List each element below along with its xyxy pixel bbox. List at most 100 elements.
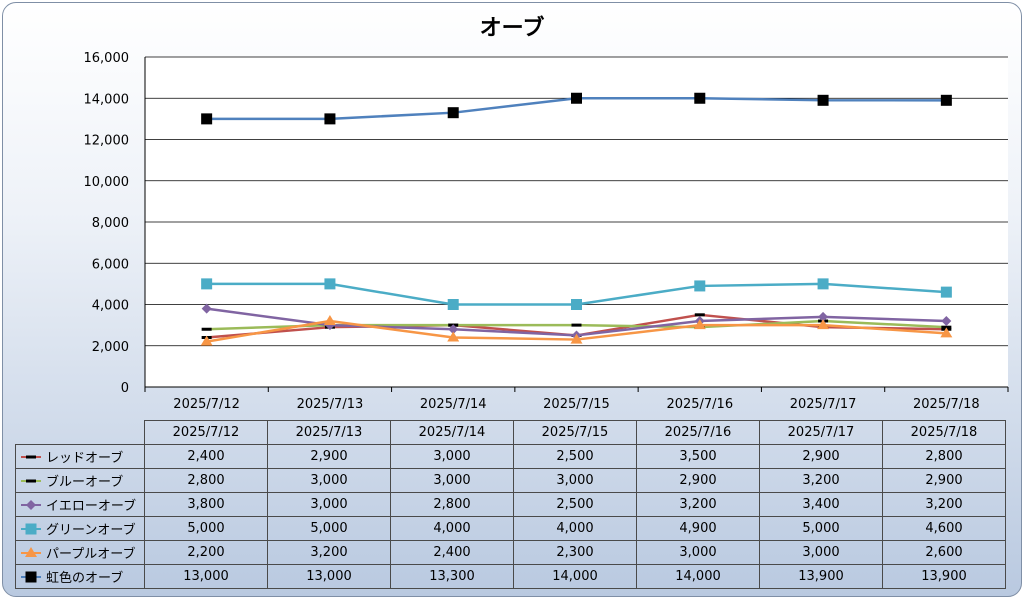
table-cell: 13,000: [267, 564, 391, 589]
table-cell: 2,300: [513, 540, 637, 565]
legend-entry: イエローオーブ: [15, 492, 145, 517]
data-point: [940, 286, 952, 298]
y-tick-label: 16,000: [84, 51, 130, 66]
legend-key-icon: [21, 523, 41, 534]
data-point: [694, 92, 706, 104]
table-column-header: 2025/7/15: [513, 420, 637, 445]
legend-key-marker: [26, 479, 36, 482]
data-point: [818, 311, 829, 322]
table-cell: 13,900: [882, 564, 1006, 589]
y-tick-label: 4,000: [92, 299, 129, 314]
data-point: [817, 94, 829, 106]
table-cell: 2,500: [513, 492, 637, 517]
series-6: [201, 92, 952, 125]
legend-key-icon: [21, 499, 41, 510]
table-column-header: 2025/7/13: [267, 420, 391, 445]
data-point: [447, 299, 459, 310]
data-point: [201, 303, 212, 314]
data-point: [201, 327, 212, 331]
x-tick-label: 2025/7/18: [913, 397, 980, 412]
data-point: [324, 278, 336, 290]
y-tick-label: 0: [121, 381, 129, 396]
y-tick-label: 8,000: [92, 216, 129, 231]
series-name: パープルオーブ: [46, 547, 136, 562]
table-cell: 3,800: [144, 492, 268, 517]
table-cell: 3,000: [759, 540, 883, 565]
table-cell: 2,200: [144, 540, 268, 565]
series-name: ブルーオーブ: [46, 475, 124, 490]
table-cell: 14,000: [636, 564, 760, 589]
table-cell: 4,900: [636, 516, 760, 541]
x-tick-label: 2025/7/14: [420, 397, 487, 412]
data-point: [940, 94, 952, 106]
data-point: [693, 319, 706, 330]
legend-entry: グリーンオーブ: [15, 516, 145, 541]
series-5: [200, 315, 953, 346]
series-name: グリーンオーブ: [46, 523, 136, 538]
series-name: 虹色のオーブ: [46, 571, 124, 586]
series-name: イエローオーブ: [46, 499, 137, 514]
table-row: レッドオーブ 2,400 2,900 3,000 2,500 3,500 2,900 2,80…: [15, 444, 1006, 469]
legend-entry: ブルーオーブ: [15, 468, 145, 493]
y-tick-label: 2,000: [92, 340, 129, 355]
table-header-row: 2025/7/12 2025/7/13 2025/7/14 2025/7/15 2025…: [16, 420, 1006, 445]
table-cell: 14,000: [513, 564, 637, 589]
data-point: [571, 323, 582, 327]
table-cell: 2,900: [636, 468, 760, 493]
table-column-header: 2025/7/16: [636, 420, 760, 445]
table-row: イエローオーブ 3,800 3,000 2,800 2,500 3,200 3,400 3,2…: [15, 492, 1006, 517]
data-point: [571, 299, 582, 310]
legend-key-marker: [25, 546, 37, 557]
y-tick-label: 14,000: [84, 92, 130, 107]
table-cell: 2,900: [267, 444, 391, 469]
table-row: 虹色のオーブ 13,000 13,000 13,300 14,000 14,000 13,9…: [15, 564, 1006, 589]
data-point: [817, 319, 830, 330]
data-point: [201, 278, 213, 290]
table-cell: 2,900: [882, 468, 1006, 493]
table-cell: 3,200: [882, 492, 1006, 517]
data-point: [448, 324, 459, 335]
table-column-header: 2025/7/12: [144, 420, 268, 445]
table-column-header: 2025/7/17: [759, 420, 883, 445]
x-tick-label: 2025/7/16: [666, 397, 733, 412]
table-cell: 4,000: [513, 516, 637, 541]
chart-title: オーブ: [479, 16, 545, 41]
legend-key-icon: [21, 479, 41, 482]
legend-entry: レッドオーブ: [15, 444, 145, 469]
table-column-header: 2025/7/14: [390, 420, 514, 445]
table-cell: 3,000: [267, 492, 391, 517]
x-tick-label: 2025/7/15: [543, 397, 610, 412]
data-point: [200, 335, 213, 346]
data-point: [817, 278, 829, 290]
table-cell: 2,400: [390, 540, 514, 565]
table-cell: 3,200: [759, 468, 883, 493]
table-cell: 2,500: [513, 444, 637, 469]
table-column-header: 2025/7/18: [882, 420, 1006, 445]
table-cell: 3,000: [390, 444, 514, 469]
legend-key-icon: [21, 455, 41, 458]
table-cell: 2,800: [144, 468, 268, 493]
data-point: [571, 92, 582, 104]
legend-entry: パープルオーブ: [15, 540, 145, 565]
y-tick-label: 12,000: [84, 134, 130, 149]
data-point: [447, 107, 459, 119]
table-cell: 4,000: [390, 516, 514, 541]
y-tick-label: 10,000: [84, 175, 130, 190]
table-cell: 3,200: [267, 540, 391, 565]
series-4: [201, 278, 952, 310]
table-cell: 3,000: [513, 468, 637, 493]
table-cell: 4,600: [882, 516, 1006, 541]
table-corner: [16, 421, 145, 445]
series-name: レッドオーブ: [46, 451, 124, 466]
table-cell: 3,200: [636, 492, 760, 517]
data-point: [694, 280, 706, 292]
data-point: [941, 316, 952, 326]
x-tick-label: 2025/7/12: [173, 397, 240, 412]
legend-key-marker: [26, 455, 36, 458]
legend-key-icon: [21, 546, 41, 557]
table-cell: 2,800: [390, 492, 514, 517]
table-cell: 3,500: [636, 444, 760, 469]
table-cell: 2,800: [882, 444, 1006, 469]
legend-key-marker: [25, 571, 37, 582]
data-point: [324, 113, 336, 125]
